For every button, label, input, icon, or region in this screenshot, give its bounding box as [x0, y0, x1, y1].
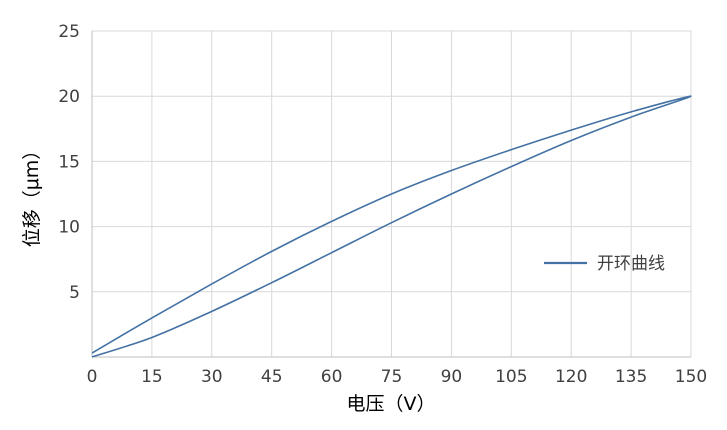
x-tick-labels: 0 15 30 45 60 75 90 105 120 135 150: [87, 367, 708, 387]
x-tick-label: 135: [615, 367, 647, 387]
x-tick-label: 150: [675, 367, 707, 387]
y-tick-label: 25: [58, 22, 80, 42]
x-tick-label: 105: [495, 367, 527, 387]
x-axis-title: 电压（V）: [347, 393, 436, 415]
x-tick-label: 75: [381, 367, 403, 387]
x-tick-label: 60: [321, 367, 343, 387]
y-tick-label: 5: [69, 283, 80, 303]
x-tick-label: 15: [141, 367, 163, 387]
x-tick-label: 45: [261, 367, 283, 387]
series: [91, 95, 692, 358]
x-tick-label: 90: [441, 367, 463, 387]
x-tick-label: 30: [201, 367, 223, 387]
axes: [91, 31, 691, 358]
y-tick-label: 10: [58, 218, 80, 238]
legend: 开环曲线: [544, 254, 665, 274]
series-line: [91, 95, 692, 358]
y-tick-label: 15: [58, 152, 80, 172]
legend-label: 开环曲线: [597, 254, 665, 274]
x-tick-label: 0: [87, 367, 98, 387]
y-tick-labels: 5 10 15 20 25: [58, 22, 80, 303]
y-axis-title: 位移（μm）: [21, 141, 43, 248]
x-tick-label: 120: [555, 367, 587, 387]
y-tick-label: 20: [58, 87, 80, 107]
